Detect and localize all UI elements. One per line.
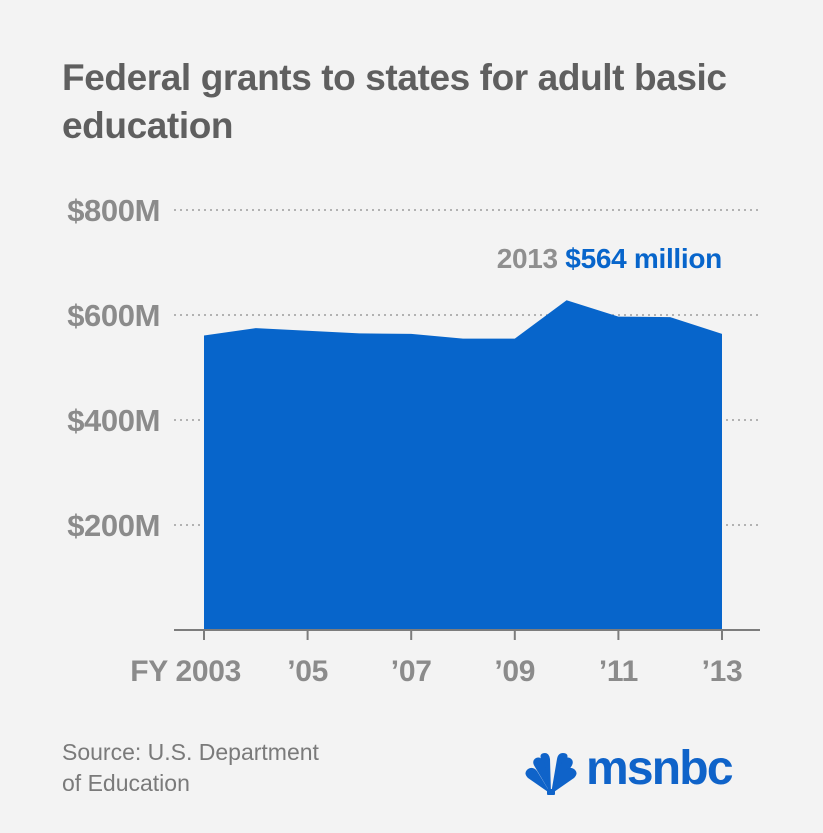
area-layer [204, 300, 722, 630]
x-tick-label-6: ’13 [702, 655, 743, 688]
x-tick-label-3: ’07 [391, 655, 432, 688]
source-note: Source: U.S. Department of Education [62, 737, 402, 799]
msnbc-wordmark: msnbc [586, 742, 734, 795]
y-tick-label-2: $400M [67, 403, 160, 438]
annotation-2013: 2013 $564 million [497, 243, 722, 274]
grant-funding-area [204, 300, 722, 630]
source-line-1: Source: U.S. Department [62, 739, 319, 765]
y-tick-label-3: $600M [67, 298, 160, 333]
axis-layer [174, 629, 760, 640]
peacock-icon [525, 753, 577, 795]
annotation-year: 2013 [497, 243, 566, 274]
annotation-value: $564 million [565, 243, 722, 274]
chart-title: Federal grants to states for adult basic… [62, 57, 727, 146]
x-tick-label-4: ’09 [494, 655, 535, 688]
y-tick-label-1: $200M [67, 508, 160, 543]
label-layer: $200M $400M $600M $800M FY 2003 ’05 ’07 ’09 ’11 ’… [67, 193, 743, 688]
x-tick-label-5: ’11 [599, 655, 638, 688]
source-line-2: of Education [62, 770, 190, 796]
y-tick-label-4: $800M [67, 193, 160, 228]
msnbc-logo: msnbc [520, 742, 765, 801]
x-tick-label-2: ’05 [287, 655, 328, 688]
x-tick-label-1: FY 2003 [130, 655, 241, 688]
